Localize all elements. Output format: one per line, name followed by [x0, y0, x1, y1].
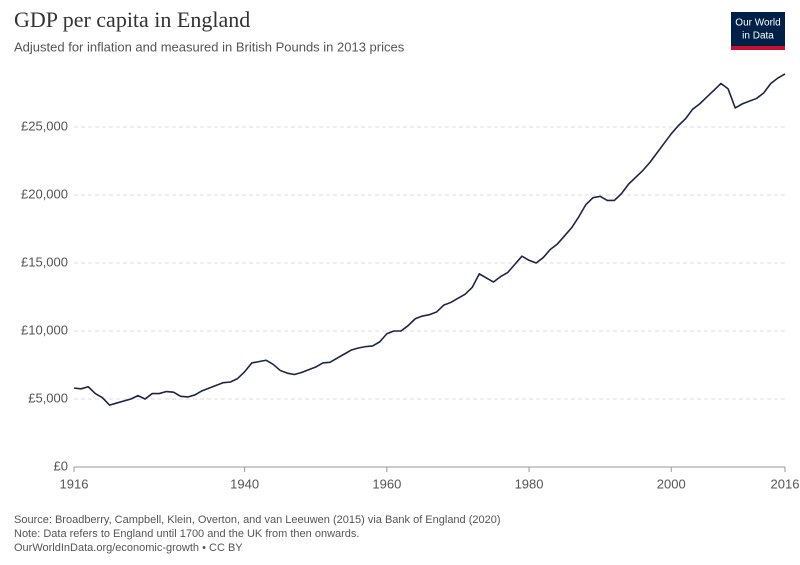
logo-text: Our World — [735, 18, 780, 29]
x-tick-label: 1916 — [60, 476, 89, 491]
x-tick-label: 1960 — [372, 476, 401, 491]
y-tick-label: £10,000 — [21, 322, 68, 337]
x-tick-label: 2000 — [657, 476, 686, 491]
url-note: OurWorldInData.org/economic-growth • CC … — [14, 542, 243, 554]
chart-subtitle: Adjusted for inflation and measured in B… — [14, 39, 405, 54]
y-tick-label: £0 — [54, 458, 68, 473]
note: Note: Data refers to England until 1700 … — [14, 528, 359, 540]
y-tick-label: £25,000 — [21, 118, 68, 133]
chart-title: GDP per capita in England — [14, 7, 250, 32]
x-tick-label: 1980 — [515, 476, 544, 491]
y-tick-label: £15,000 — [21, 254, 68, 269]
y-tick-label: £20,000 — [21, 186, 68, 201]
data-line — [73, 73, 786, 406]
x-tick-label: 1940 — [230, 476, 259, 491]
logo-stripe — [731, 46, 785, 50]
source-note: Source: Broadberry, Campbell, Klein, Ove… — [14, 514, 501, 526]
logo-box — [731, 12, 785, 50]
y-tick-label: £5,000 — [28, 390, 68, 405]
x-tick-label: 2016 — [771, 476, 800, 491]
logo-text: in Data — [742, 31, 774, 42]
